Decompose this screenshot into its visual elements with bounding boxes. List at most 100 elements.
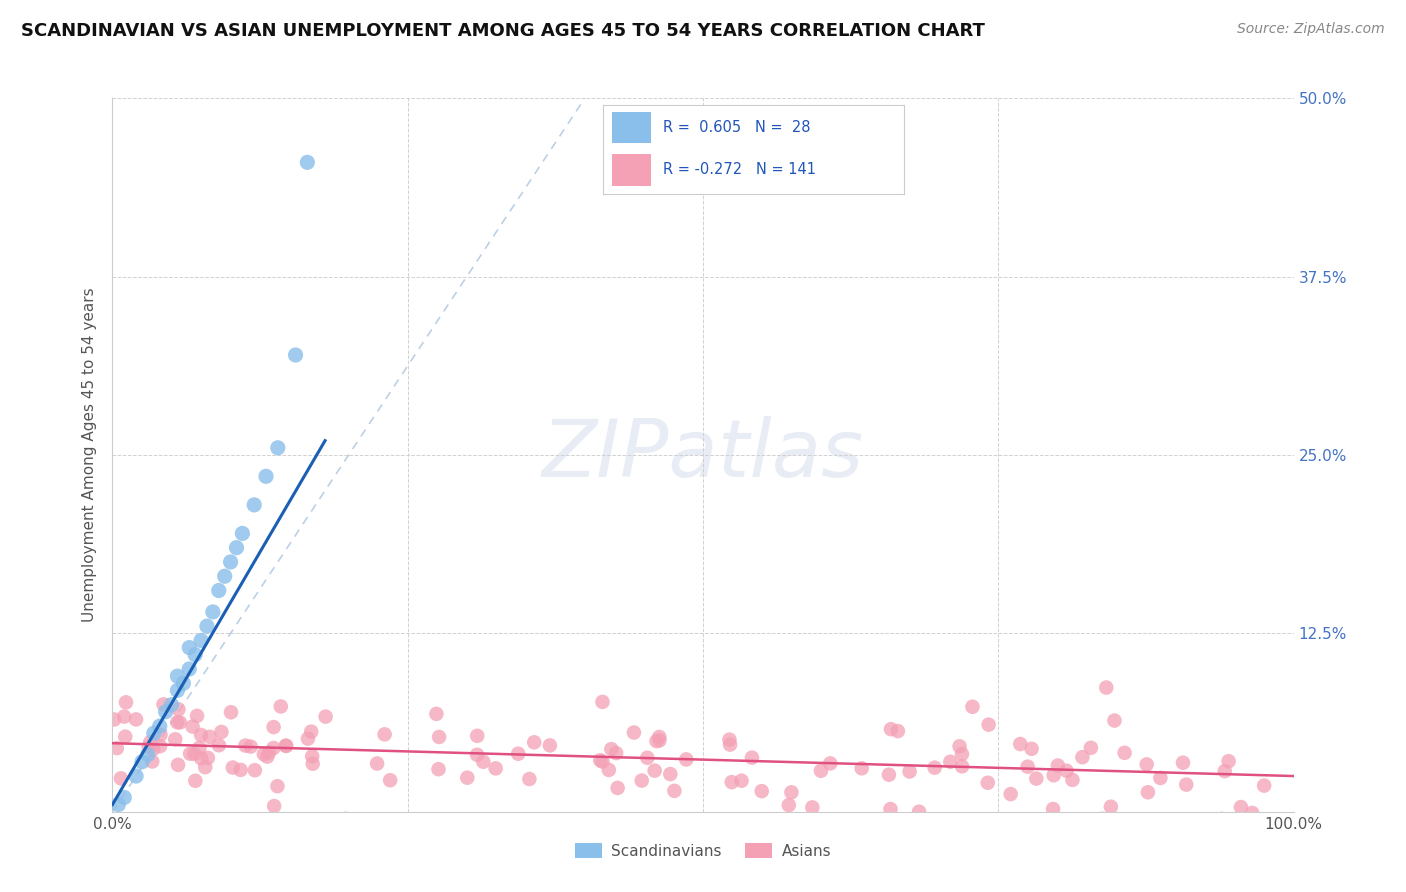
Point [1114, 746, 1136, 760]
Point [718, 732, 741, 747]
Point [1171, 756, 1194, 770]
Point [1095, 681, 1118, 695]
Point [103, 713, 125, 727]
Text: ZIPatlas: ZIPatlas [541, 416, 865, 494]
Point [519, 772, 541, 786]
Point [1080, 740, 1102, 755]
Point [1136, 785, 1159, 799]
Point [263, 741, 285, 756]
Point [485, 761, 508, 775]
Point [898, 764, 921, 779]
Text: SCANDINAVIAN VS ASIAN UNEMPLOYMENT AMONG AGES 45 TO 54 YEARS CORRELATION CHART: SCANDINAVIAN VS ASIAN UNEMPLOYMENT AMONG… [21, 22, 986, 40]
Point [1010, 737, 1032, 751]
Point [214, 569, 236, 583]
Point [880, 722, 903, 736]
Point [225, 541, 247, 555]
Point [166, 683, 188, 698]
Point [887, 724, 910, 739]
Text: Source: ZipAtlas.com: Source: ZipAtlas.com [1237, 22, 1385, 37]
Point [1253, 779, 1275, 793]
Point [267, 441, 290, 455]
Point [1104, 714, 1126, 728]
Point [195, 619, 218, 633]
Point [167, 757, 190, 772]
Point [523, 735, 546, 749]
Point [605, 746, 627, 760]
Point [142, 726, 165, 740]
Point [112, 790, 135, 805]
Point [1241, 805, 1264, 820]
Point [425, 706, 447, 721]
Point [456, 771, 478, 785]
Point [1042, 812, 1064, 826]
Point [465, 729, 488, 743]
Point [276, 739, 298, 753]
Point [219, 705, 242, 719]
Point [301, 756, 323, 771]
Point [1211, 812, 1233, 826]
Point [229, 763, 252, 777]
Point [155, 705, 177, 719]
Point [149, 739, 172, 754]
Point [184, 648, 207, 662]
Point [630, 773, 652, 788]
Point [112, 709, 135, 723]
Point [197, 751, 219, 765]
Point [1042, 768, 1064, 782]
Point [820, 756, 842, 771]
Point [243, 498, 266, 512]
Point [231, 526, 253, 541]
Point [648, 730, 671, 744]
Point [211, 725, 233, 739]
Point [1230, 800, 1253, 814]
Point [125, 769, 148, 783]
Point [114, 730, 136, 744]
Point [1056, 764, 1078, 778]
Point [648, 733, 671, 747]
Point [374, 727, 396, 741]
Point [592, 695, 614, 709]
Point [730, 773, 752, 788]
Point [270, 699, 292, 714]
Point [1218, 754, 1240, 768]
Point [1062, 772, 1084, 787]
Legend: Scandinavians, Asians: Scandinavians, Asians [568, 837, 838, 864]
Point [1136, 757, 1159, 772]
Point [1017, 760, 1039, 774]
Point [472, 755, 495, 769]
Point [948, 739, 970, 754]
Point [508, 747, 530, 761]
Point [606, 780, 628, 795]
Point [125, 713, 148, 727]
Point [201, 605, 224, 619]
Point [105, 741, 128, 756]
Point [598, 763, 620, 777]
Point [263, 720, 285, 734]
Point [257, 746, 280, 760]
Point [152, 698, 174, 712]
Point [183, 747, 205, 761]
Point [427, 762, 450, 776]
Point [141, 755, 163, 769]
Point [1025, 772, 1047, 786]
Point [962, 699, 984, 714]
Point [939, 755, 962, 769]
Point [315, 709, 337, 723]
Point [908, 805, 931, 819]
Point [977, 717, 1000, 731]
Point [299, 724, 322, 739]
Point [172, 676, 194, 690]
Point [256, 749, 278, 764]
Point [1149, 771, 1171, 785]
Point [877, 768, 900, 782]
Point [645, 734, 668, 748]
Point [243, 763, 266, 777]
Point [253, 747, 276, 762]
Point [110, 772, 132, 786]
Point [718, 738, 741, 752]
Point [1021, 741, 1043, 756]
Point [879, 802, 901, 816]
Point [297, 155, 319, 169]
Point [1000, 787, 1022, 801]
Point [636, 750, 658, 764]
